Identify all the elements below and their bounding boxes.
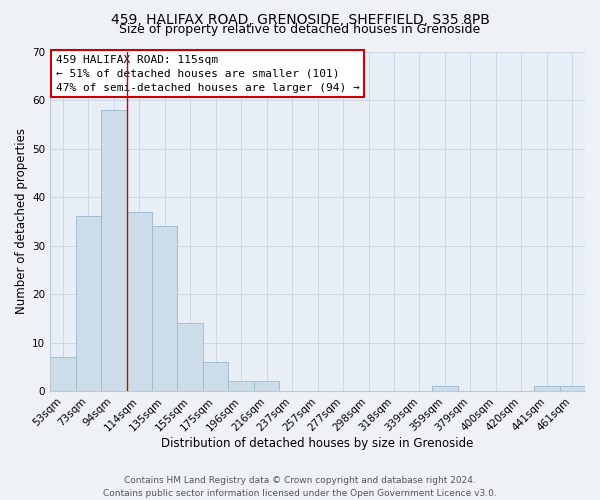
- Text: Contains HM Land Registry data © Crown copyright and database right 2024.
Contai: Contains HM Land Registry data © Crown c…: [103, 476, 497, 498]
- Bar: [254, 382, 280, 391]
- Bar: [432, 386, 458, 391]
- Text: 459, HALIFAX ROAD, GRENOSIDE, SHEFFIELD, S35 8PB: 459, HALIFAX ROAD, GRENOSIDE, SHEFFIELD,…: [110, 12, 490, 26]
- Bar: [203, 362, 229, 391]
- Bar: [50, 357, 76, 391]
- Bar: [178, 323, 203, 391]
- Bar: [152, 226, 178, 391]
- Text: Size of property relative to detached houses in Grenoside: Size of property relative to detached ho…: [119, 22, 481, 36]
- Bar: [101, 110, 127, 391]
- Bar: [229, 382, 254, 391]
- Text: 459 HALIFAX ROAD: 115sqm
← 51% of detached houses are smaller (101)
47% of semi-: 459 HALIFAX ROAD: 115sqm ← 51% of detach…: [56, 55, 359, 93]
- Bar: [534, 386, 560, 391]
- Bar: [560, 386, 585, 391]
- X-axis label: Distribution of detached houses by size in Grenoside: Distribution of detached houses by size …: [161, 437, 474, 450]
- Y-axis label: Number of detached properties: Number of detached properties: [15, 128, 28, 314]
- Bar: [127, 212, 152, 391]
- Bar: [76, 216, 101, 391]
